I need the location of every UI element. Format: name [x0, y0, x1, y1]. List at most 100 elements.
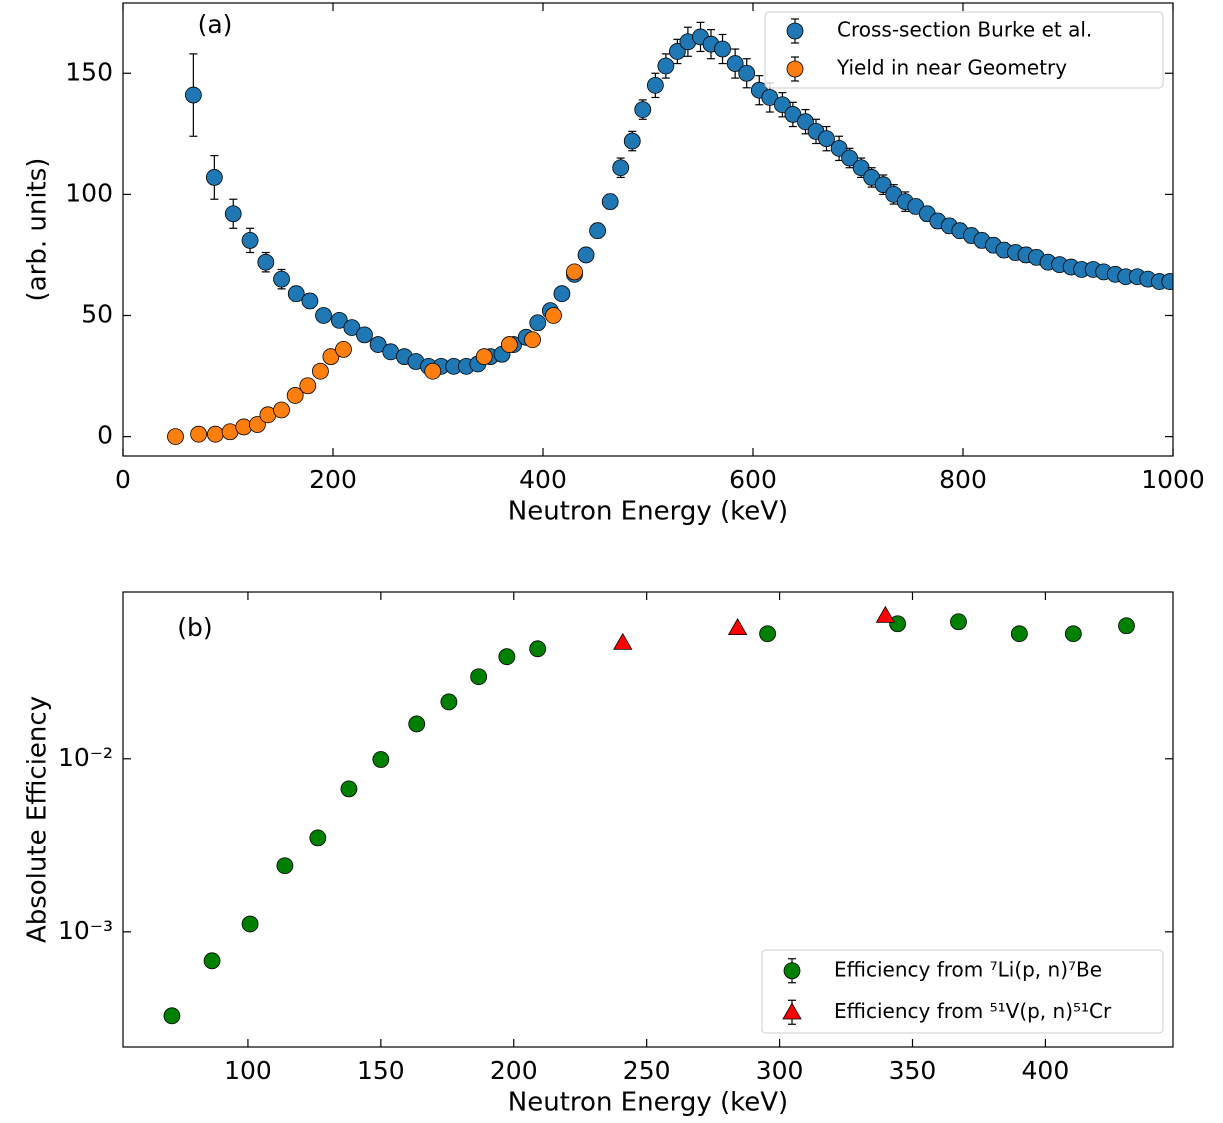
- annotation: (b): [177, 613, 212, 642]
- legend-marker: [783, 962, 801, 980]
- data-point: [889, 615, 907, 633]
- legend-box: [761, 949, 1164, 1034]
- data-point: [529, 640, 547, 658]
- data-point: [369, 336, 387, 353]
- data-point: [1118, 617, 1135, 635]
- data-point: [761, 89, 779, 106]
- data-point: [322, 348, 340, 366]
- data-point: [774, 96, 791, 114]
- x-axis-label: Neutron Energy (keV): [508, 497, 788, 527]
- data-point: [738, 64, 756, 82]
- data-point: [727, 618, 748, 635]
- data-point: [623, 132, 641, 150]
- data-point: [613, 632, 633, 650]
- data-point: [206, 425, 224, 443]
- data-point: [248, 416, 266, 433]
- plot-area: [167, 21, 1173, 446]
- data-point: [612, 159, 630, 177]
- data-point: [335, 341, 352, 358]
- data-point: [475, 348, 493, 366]
- data-point: [276, 857, 294, 875]
- y-tick-label: 10⁻²: [58, 743, 113, 772]
- data-point: [299, 377, 317, 395]
- plot-area: [163, 605, 1135, 1025]
- data-point: [163, 1007, 181, 1025]
- data-point: [343, 319, 361, 337]
- data-point: [545, 307, 562, 324]
- y-tick-label: 10⁻³: [58, 916, 113, 945]
- x-axis-label: Neutron Energy (keV): [508, 1088, 788, 1118]
- data-point: [500, 336, 518, 353]
- y-tick-label: 0: [97, 421, 113, 450]
- x-tick-label: 600: [729, 465, 777, 494]
- x-tick-label: 1000: [1141, 465, 1205, 494]
- data-point: [818, 130, 835, 148]
- x-tick-label: 400: [1022, 1056, 1070, 1085]
- annotation: (a): [198, 10, 233, 39]
- data-point: [440, 693, 458, 711]
- data-point: [524, 331, 541, 349]
- data-point: [287, 285, 305, 303]
- legend-label: Cross-section Burke et al.: [837, 18, 1092, 42]
- x-tick-label: 250: [623, 1056, 671, 1085]
- data-point: [589, 222, 606, 240]
- data-point: [309, 829, 327, 847]
- x-tick-label: 150: [357, 1056, 405, 1085]
- legend-label: Efficiency from ⁵¹V(p, n)⁵¹Cr: [834, 999, 1112, 1023]
- legend-marker: [786, 22, 804, 40]
- legend-box: [764, 11, 1164, 89]
- data-point: [1161, 273, 1173, 290]
- data-point: [273, 270, 290, 288]
- data-point: [875, 605, 896, 623]
- data-point: [241, 915, 259, 933]
- data-point: [669, 43, 686, 60]
- x-tick-label: 300: [756, 1056, 804, 1085]
- data-point: [470, 668, 488, 686]
- legend-label: Yield in near Geometry: [836, 56, 1067, 80]
- axes-frame: [122, 2, 1174, 457]
- data-point: [190, 425, 208, 443]
- y-tick-label: 100: [65, 178, 113, 207]
- data-point: [797, 113, 814, 131]
- data-point: [784, 106, 802, 123]
- data-point: [1064, 625, 1082, 643]
- data-point: [646, 76, 664, 94]
- data-point: [311, 362, 329, 380]
- x-tick-label: 0: [115, 465, 131, 494]
- legend-marker: [786, 60, 804, 78]
- data-point: [424, 362, 442, 380]
- y-tick-label: 50: [81, 299, 113, 328]
- data-point: [372, 751, 390, 768]
- legend-marker: [782, 1002, 802, 1020]
- data-point: [273, 401, 290, 419]
- data-point: [286, 387, 304, 404]
- data-point: [714, 40, 731, 58]
- data-point: [657, 57, 675, 75]
- data-point: [1010, 625, 1028, 643]
- y-axis-label: Absolute Efficiency: [23, 696, 53, 943]
- legend-label: Efficiency from ⁷Li(p, n)⁷Be: [834, 957, 1102, 981]
- x-tick-label: 100: [224, 1056, 272, 1085]
- data-point: [224, 205, 242, 223]
- data-point: [330, 311, 348, 329]
- data-point: [203, 952, 221, 970]
- data-point: [235, 418, 253, 436]
- data-point: [577, 246, 595, 264]
- data-point: [167, 428, 184, 446]
- data-point: [408, 715, 426, 733]
- x-tick-label: 800: [939, 465, 987, 494]
- data-point: [759, 625, 777, 643]
- data-point: [529, 314, 547, 332]
- x-tick-label: 200: [490, 1056, 538, 1085]
- data-point: [184, 86, 202, 104]
- data-point: [553, 285, 571, 303]
- x-tick-label: 200: [309, 465, 357, 494]
- data-point: [241, 232, 259, 249]
- axes-frame: [122, 591, 1174, 1048]
- data-point: [566, 263, 583, 281]
- data-point: [356, 326, 373, 344]
- data-point: [634, 101, 652, 118]
- data-point: [340, 780, 358, 798]
- y-tick-label: 150: [65, 57, 113, 86]
